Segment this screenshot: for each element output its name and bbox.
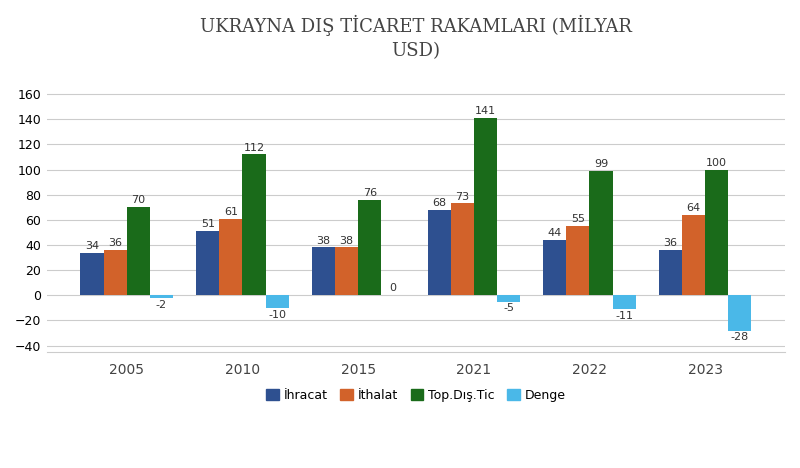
Legend: İhracat, İthalat, Top.Dış.Tic, Denge: İhracat, İthalat, Top.Dış.Tic, Denge bbox=[262, 383, 570, 407]
Text: 68: 68 bbox=[432, 198, 446, 208]
Bar bbox=[590, 171, 613, 295]
Text: 38: 38 bbox=[316, 235, 330, 246]
Text: -10: -10 bbox=[268, 310, 286, 320]
Text: -11: -11 bbox=[615, 311, 633, 321]
Bar bbox=[474, 118, 497, 295]
Bar bbox=[358, 200, 382, 295]
Text: 0: 0 bbox=[390, 284, 396, 293]
Text: 55: 55 bbox=[571, 214, 585, 224]
Bar bbox=[196, 231, 219, 295]
Bar bbox=[682, 215, 705, 295]
Bar bbox=[566, 226, 590, 295]
Text: 70: 70 bbox=[131, 195, 146, 205]
Text: 38: 38 bbox=[339, 235, 354, 246]
Bar bbox=[659, 250, 682, 295]
Bar bbox=[126, 207, 150, 295]
Text: 36: 36 bbox=[663, 238, 678, 248]
Text: 112: 112 bbox=[243, 143, 265, 153]
Bar bbox=[450, 204, 474, 295]
Text: 34: 34 bbox=[85, 241, 99, 251]
Bar bbox=[266, 295, 289, 308]
Bar bbox=[427, 210, 450, 295]
Bar bbox=[104, 250, 126, 295]
Text: -28: -28 bbox=[730, 332, 749, 343]
Bar bbox=[705, 169, 728, 295]
Text: 51: 51 bbox=[201, 219, 214, 229]
Text: 61: 61 bbox=[224, 207, 238, 217]
Text: -5: -5 bbox=[503, 303, 514, 314]
Bar bbox=[543, 240, 566, 295]
Text: 141: 141 bbox=[475, 106, 496, 116]
Bar bbox=[728, 295, 751, 330]
Text: 36: 36 bbox=[108, 238, 122, 248]
Bar bbox=[219, 219, 242, 295]
Bar bbox=[497, 295, 520, 301]
Bar bbox=[81, 253, 104, 295]
Text: 44: 44 bbox=[548, 228, 562, 238]
Text: 100: 100 bbox=[706, 158, 727, 168]
Text: 73: 73 bbox=[455, 191, 470, 202]
Text: 99: 99 bbox=[594, 159, 608, 169]
Text: -2: -2 bbox=[156, 300, 167, 310]
Bar bbox=[242, 154, 266, 295]
Bar bbox=[613, 295, 636, 309]
Bar bbox=[335, 248, 358, 295]
Text: 76: 76 bbox=[362, 188, 377, 198]
Bar bbox=[312, 248, 335, 295]
Title: UKRAYNA DIŞ TİCARET RAKAMLARI (MİLYAR
USD): UKRAYNA DIŞ TİCARET RAKAMLARI (MİLYAR US… bbox=[200, 15, 632, 60]
Bar bbox=[150, 295, 173, 298]
Text: 64: 64 bbox=[686, 203, 701, 213]
